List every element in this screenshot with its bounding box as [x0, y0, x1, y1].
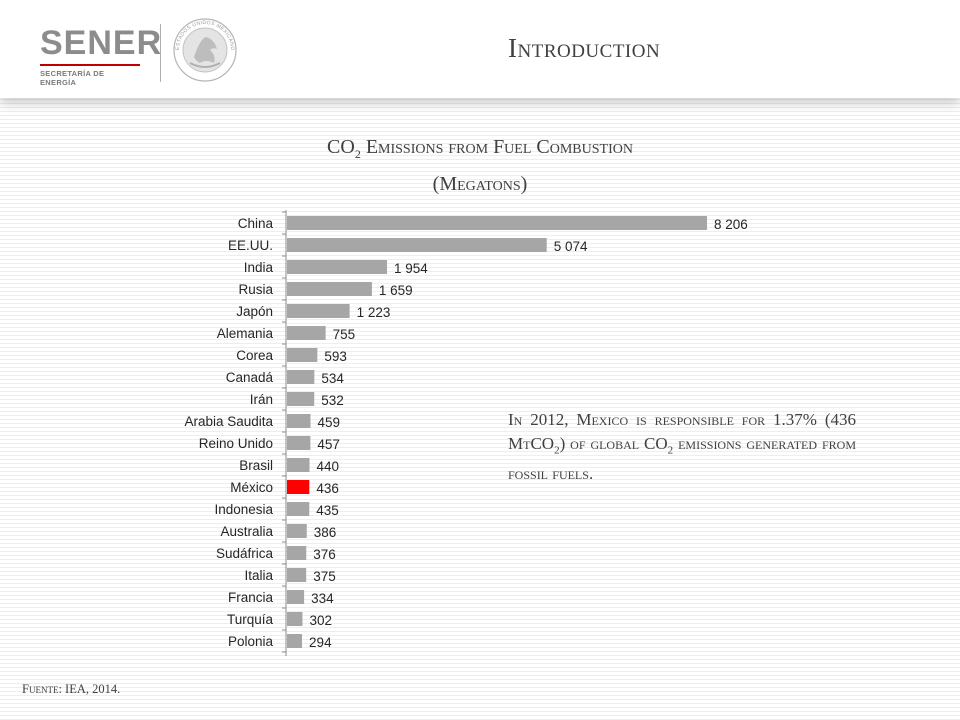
bar — [287, 458, 310, 472]
value-label: 334 — [311, 591, 334, 606]
value-label: 440 — [317, 459, 340, 474]
bar — [287, 216, 707, 230]
value-label: 435 — [316, 503, 339, 518]
value-label: 302 — [309, 613, 332, 628]
bar — [287, 436, 311, 450]
category-label: Italia — [244, 568, 273, 583]
mexico-note: In 2012, Mexico is responsible for 1.37%… — [508, 408, 856, 486]
bar — [287, 282, 372, 296]
chart-title-units: (Megatons) — [432, 173, 528, 195]
bar — [287, 502, 310, 516]
category-label: EE.UU. — [228, 238, 273, 253]
category-label: Sudáfrica — [216, 546, 274, 561]
category-label: Arabia Saudita — [184, 414, 273, 429]
category-label: Corea — [236, 348, 273, 363]
logo-subtext: SECRETARÍA DE ENERGÍA — [40, 64, 140, 87]
logo-divider — [160, 24, 161, 82]
bar — [287, 260, 388, 274]
category-label: México — [230, 480, 273, 495]
bar — [287, 304, 350, 318]
chart-title: CO2 Emissions from Fuel Combustion (Mega… — [0, 132, 960, 199]
bar — [287, 370, 315, 384]
logo-text: SENER — [40, 24, 163, 62]
category-label: Francia — [228, 590, 274, 605]
category-label: Reino Unido — [199, 436, 273, 451]
value-label: 534 — [321, 371, 344, 386]
value-label: 375 — [313, 569, 336, 584]
category-label: China — [238, 216, 274, 231]
category-label: India — [244, 260, 274, 275]
category-label: Indonesia — [214, 502, 273, 517]
value-label: 755 — [333, 327, 356, 342]
value-label: 376 — [313, 547, 336, 562]
chart-title-rest: Emissions from Fuel Combustion — [360, 136, 633, 158]
value-label: 532 — [321, 393, 344, 408]
value-label: 8 206 — [714, 217, 748, 232]
bar — [287, 238, 547, 252]
value-label: 1 223 — [357, 305, 391, 320]
source-label: Fuente: — [22, 682, 62, 696]
note-sub1: 2 — [554, 444, 560, 457]
value-label: 5 074 — [554, 239, 588, 254]
slide-title: Introduction — [508, 33, 661, 63]
chart-title-subscript: 2 — [354, 147, 361, 161]
bar — [287, 634, 303, 648]
value-label: 436 — [316, 481, 339, 496]
bar — [287, 326, 326, 340]
bar — [287, 568, 307, 582]
sener-logo: SENER SECRETARÍA DE ENERGÍA — [40, 24, 163, 87]
category-label: Rusia — [238, 282, 273, 297]
national-seal-icon: ESTADOS UNIDOS MEXICANOS — [170, 17, 237, 82]
bar — [287, 612, 303, 626]
bar — [287, 392, 315, 406]
chart-title-co: CO — [327, 136, 355, 158]
bar — [287, 414, 311, 428]
value-label: 459 — [317, 415, 340, 430]
source-footnote: Fuente: IEA, 2014. — [22, 682, 120, 697]
bar — [287, 546, 307, 560]
value-label: 1 659 — [379, 283, 413, 298]
note-sub2: 2 — [667, 444, 674, 457]
category-label: Japón — [236, 304, 273, 319]
category-label: Australia — [220, 524, 273, 539]
slide-header: SENER SECRETARÍA DE ENERGÍA ESTADOS UNID… — [0, 0, 960, 98]
note-part1: In 2012, Mexico is responsible for 1.37%… — [508, 410, 856, 453]
bar — [287, 590, 305, 604]
bar — [287, 348, 318, 362]
source-text: IEA, 2014. — [61, 682, 121, 696]
note-part3: emissions generated from fossil fuels. — [508, 434, 856, 484]
category-label: Alemania — [217, 326, 274, 341]
value-label: 1 954 — [394, 261, 428, 276]
value-label: 294 — [309, 635, 332, 650]
value-label: 386 — [314, 525, 337, 540]
note-part2: ) of global CO — [559, 434, 668, 453]
category-label: Brasil — [239, 458, 273, 473]
bar — [287, 480, 310, 494]
bar — [287, 524, 307, 538]
category-label: Irán — [250, 392, 273, 407]
category-label: Turquía — [227, 612, 274, 627]
value-label: 593 — [324, 349, 347, 364]
category-label: Polonia — [228, 634, 274, 649]
category-label: Canadá — [226, 370, 274, 385]
value-label: 457 — [317, 437, 340, 452]
